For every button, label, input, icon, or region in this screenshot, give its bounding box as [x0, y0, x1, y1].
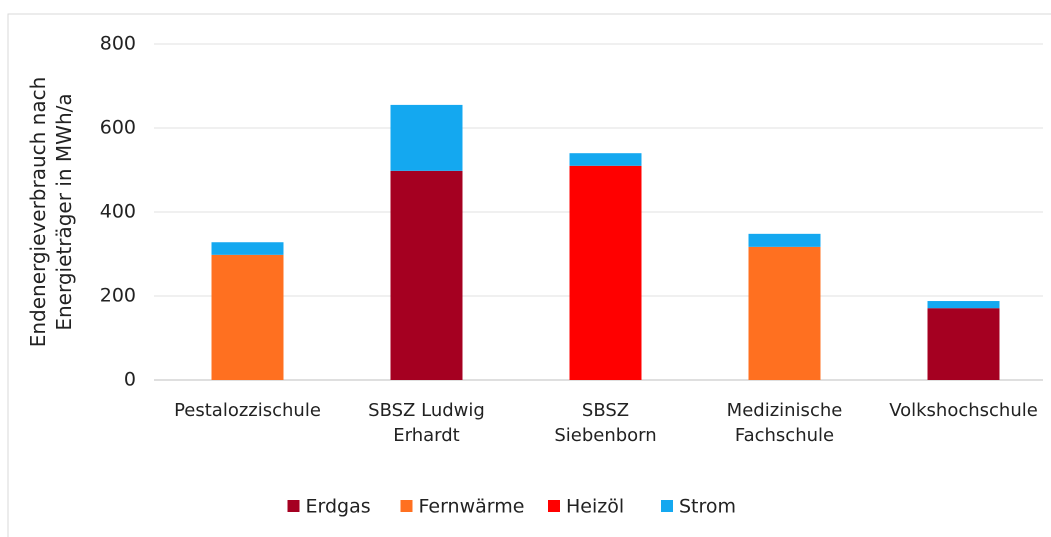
x-tick-label: Volkshochschule: [889, 400, 1038, 421]
legend-swatch: [548, 500, 560, 512]
x-tick-label: Pestalozzischule: [174, 400, 321, 421]
bar-segment: [211, 242, 284, 255]
bar-segment: [927, 308, 1000, 380]
legend-swatch: [400, 500, 413, 512]
y-tick-label: 400: [100, 201, 136, 223]
y-tick-label: 600: [100, 117, 136, 139]
bar-segment: [569, 153, 642, 166]
x-tick-label: SBSZ Ludwig Erhardt: [368, 400, 485, 446]
y-tick-label: 800: [100, 33, 136, 55]
y-axis-label: Endenergieverbrauch nach Energieträger i…: [26, 76, 76, 348]
chart-frame: [7, 13, 1051, 537]
legend-swatch: [661, 500, 673, 512]
x-tick-label: Medizinische Fachschule: [726, 400, 843, 446]
bar-segment: [390, 170, 463, 380]
y-tick-label: 200: [100, 285, 136, 307]
legend-swatch: [287, 500, 300, 512]
bar-segment: [748, 233, 821, 247]
y-tick-label: 0: [124, 369, 136, 391]
bar-segment: [390, 104, 463, 171]
legend-label: Fernwärme: [419, 496, 525, 518]
bar-segment: [569, 165, 642, 380]
bar-segment: [748, 246, 821, 380]
legend-label: Strom: [679, 496, 736, 518]
legend-label: Heizöl: [566, 496, 624, 518]
legend-label: Erdgas: [306, 496, 371, 518]
x-tick-label: SBSZ Siebenborn: [554, 400, 657, 446]
bar-segment: [927, 301, 1000, 309]
bar-segment: [211, 254, 284, 380]
